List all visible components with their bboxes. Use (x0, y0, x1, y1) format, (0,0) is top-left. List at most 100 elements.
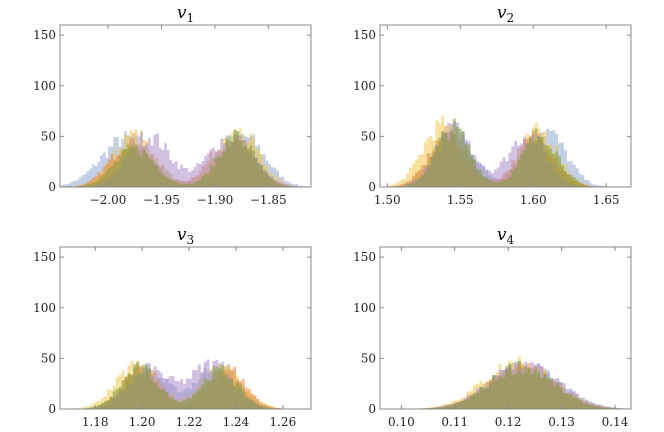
histogram-bar (461, 131, 465, 187)
histogram-bar (463, 400, 467, 409)
histogram-bar (403, 183, 407, 187)
histogram-bar (476, 392, 480, 409)
histogram-bar (165, 391, 169, 409)
histogram-bar (86, 170, 90, 187)
histogram-bar (241, 388, 245, 409)
x-tick-label: 1.65 (593, 193, 620, 207)
histogram-bar (257, 163, 261, 187)
histogram-bar (581, 183, 585, 187)
histogram-bar (587, 185, 591, 187)
histogram-bar (89, 168, 93, 187)
histogram-bar (555, 151, 559, 187)
histogram-bar (490, 181, 494, 187)
histogram-bar (601, 405, 605, 409)
histogram-bar (78, 177, 82, 187)
histogram-bar (142, 364, 146, 409)
y-tick-label: 50 (41, 351, 56, 365)
histogram-bar (171, 397, 175, 409)
histogram-bar (530, 374, 534, 409)
histogram-bar (397, 181, 401, 187)
histogram-bar (244, 396, 248, 409)
histogram-bar (289, 185, 293, 187)
histogram-bar (225, 138, 229, 187)
histogram-bar (601, 407, 605, 409)
histogram-bar (158, 171, 162, 187)
histogram-bar (428, 407, 432, 409)
histogram-bar (166, 150, 170, 187)
histogram-bar (244, 145, 247, 187)
histogram-bar (455, 126, 459, 187)
histogram-bar (81, 175, 85, 187)
histogram-bar (493, 169, 497, 187)
histogram-bar (578, 182, 582, 187)
histogram-bar (185, 167, 189, 187)
histogram-bar (476, 169, 480, 187)
histogram-bar (492, 374, 496, 409)
x-tick-label: 0.11 (441, 415, 468, 429)
histogram-bar (584, 179, 588, 187)
histogram-bar (110, 166, 114, 187)
histogram-bar (495, 380, 499, 409)
histogram-bar (148, 158, 151, 187)
histogram-bar (256, 404, 260, 409)
y-tick-label: 150 (353, 250, 376, 264)
histogram-bar (388, 185, 392, 187)
histogram-bar (593, 184, 596, 187)
histogram-bar (412, 163, 416, 187)
histogram-bar (437, 407, 441, 409)
histogram-bar (546, 377, 550, 409)
histogram-bar (511, 146, 515, 187)
histogram-bar (262, 406, 266, 409)
histogram-bar (177, 381, 181, 409)
histogram-bar (508, 177, 512, 187)
histogram-bar (300, 185, 303, 187)
histogram-bar (479, 169, 483, 187)
histogram-bar (441, 131, 445, 187)
histogram-bar (68, 183, 71, 187)
x-tick-label: −1.95 (143, 193, 180, 207)
histogram-bar (525, 143, 529, 187)
panel-title: v2 (497, 3, 514, 25)
histogram-bar (97, 172, 101, 187)
panel-title: v1 (177, 3, 194, 25)
histogram-bar (121, 149, 125, 187)
histogram-bar (569, 174, 573, 187)
histogram-bar (432, 152, 436, 187)
x-tick-label: 1.50 (374, 193, 401, 207)
histogram-bar (517, 160, 521, 187)
histogram-bar (292, 185, 295, 187)
x-tick-label: −1.85 (250, 193, 287, 207)
histogram-bar (470, 155, 474, 187)
histogram-bar (434, 407, 438, 409)
y-tick-label: 0 (48, 180, 56, 194)
histogram-bar (286, 181, 290, 187)
histogram-bar (578, 173, 582, 187)
histogram-bar (537, 371, 541, 409)
histogram-bar (100, 176, 103, 187)
histogram-bar (137, 153, 141, 187)
histogram-bar (76, 180, 79, 187)
plot-frame (59, 24, 312, 188)
histogram-bar (190, 170, 194, 187)
histogram-bar (520, 374, 525, 409)
histogram-bar (94, 181, 98, 187)
histogram-bar (235, 382, 239, 409)
histogram-bar (236, 130, 239, 187)
x-tick-label: 0.10 (388, 415, 415, 429)
histogram-bar (194, 370, 198, 409)
histogram-bar (485, 388, 489, 409)
histogram-bar (113, 161, 117, 187)
histogram-bar (124, 376, 128, 409)
histogram-bar (265, 407, 269, 409)
histogram-bar (499, 161, 503, 187)
histogram-bar (168, 398, 172, 409)
plot-frame (59, 246, 312, 410)
histogram-bar (581, 403, 586, 409)
histogram-bar (268, 176, 271, 187)
x-tick-label: 1.26 (269, 415, 296, 429)
histogram-bar (488, 382, 493, 409)
series-5 (424, 361, 621, 409)
histogram-bar (566, 174, 570, 187)
histogram-bar (537, 136, 541, 187)
histogram-bar (145, 153, 149, 187)
